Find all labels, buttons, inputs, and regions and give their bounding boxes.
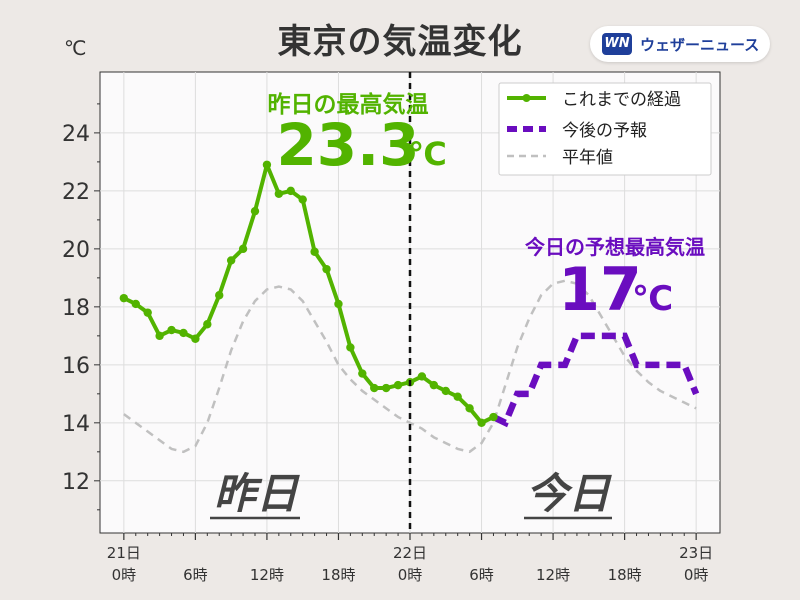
data-point-observed <box>370 383 379 393</box>
logo-mark: WN <box>602 33 632 55</box>
data-point-observed <box>215 291 224 300</box>
axis-ticks: 12 14 16 18 20 22 24 21日 0時 6時 12時 18時 22日 0時 6時 12時 18時… <box>62 103 713 584</box>
data-point-observed <box>346 343 355 352</box>
y-tick-label: 16 <box>62 354 90 379</box>
yesterday-max-unit: ℃ <box>408 135 447 173</box>
data-point-observed <box>286 186 295 196</box>
data-point-observed <box>465 404 474 413</box>
y-tick-label: 24 <box>62 122 90 147</box>
x-tick-time: 0時 <box>398 566 423 584</box>
series-layer <box>119 160 700 454</box>
data-point-observed <box>143 308 152 317</box>
data-point-observed <box>155 331 164 341</box>
x-tick-time: 0時 <box>112 566 137 584</box>
x-tick-date: 23日 <box>679 544 713 562</box>
data-point-observed <box>477 418 486 428</box>
legend: これまでの経過 今後の予報 平年値 <box>498 82 712 176</box>
legend-label-observed: これまでの経過 <box>562 90 681 110</box>
today-max-value: 17 <box>558 255 642 325</box>
yesterday-max-value: 23.3 <box>276 111 419 179</box>
data-point-observed <box>262 160 272 169</box>
chart-title: 東京の気温変化 <box>277 22 523 62</box>
data-point-observed <box>191 334 200 343</box>
legend-swatch-observed-marker <box>522 94 531 102</box>
data-point-observed <box>119 293 129 303</box>
x-tick-time: 18時 <box>608 566 642 584</box>
x-tick-date: 21日 <box>107 544 141 562</box>
y-tick-label: 20 <box>62 238 90 263</box>
x-tick-time: 6時 <box>183 566 208 584</box>
data-point-observed <box>203 320 212 329</box>
data-point-observed <box>429 380 439 390</box>
x-tick-time: 12時 <box>250 566 284 584</box>
y-tick-label: 18 <box>62 296 90 321</box>
today-label: 今日 <box>526 469 612 518</box>
x-tick-time: 6時 <box>469 566 494 584</box>
x-tick-time: 18時 <box>321 566 355 584</box>
x-tick-date: 22日 <box>393 544 427 562</box>
weathernews-logo: WN ウェザーニュース <box>590 26 770 62</box>
yesterday-label: 昨日 <box>214 469 300 518</box>
data-point-observed <box>393 380 403 390</box>
data-point-observed <box>322 264 331 274</box>
y-tick-label: 14 <box>62 412 90 437</box>
today-max-label: 今日の予想最高気温 <box>525 235 705 259</box>
data-point-observed <box>441 386 450 396</box>
data-point-observed <box>167 325 176 335</box>
data-point-observed <box>381 383 391 393</box>
y-tick-label: 12 <box>62 470 90 495</box>
logo-text: ウェザーニュース <box>640 36 760 54</box>
data-point-observed <box>250 206 260 216</box>
legend-label-normal: 平年値 <box>562 148 613 168</box>
series-line-normal <box>123 279 697 454</box>
legend-label-forecast: 今後の予報 <box>562 121 647 141</box>
data-point-observed <box>298 195 307 204</box>
data-point-observed <box>238 244 248 254</box>
data-point-observed <box>310 247 319 256</box>
y-axis-unit: ℃ <box>64 36 87 60</box>
data-point-observed <box>179 328 188 338</box>
yesterday-max-label: 昨日の最高気温 <box>268 91 429 118</box>
today-max-unit: ℃ <box>632 279 673 319</box>
data-point-observed <box>334 299 343 309</box>
data-point-observed <box>226 256 236 265</box>
data-point-observed <box>358 369 367 378</box>
legend-box <box>498 82 712 176</box>
x-tick-time: 12時 <box>536 566 570 584</box>
data-point-observed <box>453 392 462 401</box>
annotations: 昨日の最高気温 23.3 ℃ 今日の予想最高気温 17 ℃ 昨日 今日 <box>210 91 705 520</box>
data-point-observed <box>274 189 284 198</box>
data-point-observed <box>417 372 427 381</box>
series-line-forecast <box>492 332 700 428</box>
x-tick-time: 0時 <box>684 566 709 584</box>
data-point-observed <box>131 299 140 309</box>
y-tick-label: 22 <box>62 180 90 205</box>
data-point-observed <box>489 412 498 422</box>
